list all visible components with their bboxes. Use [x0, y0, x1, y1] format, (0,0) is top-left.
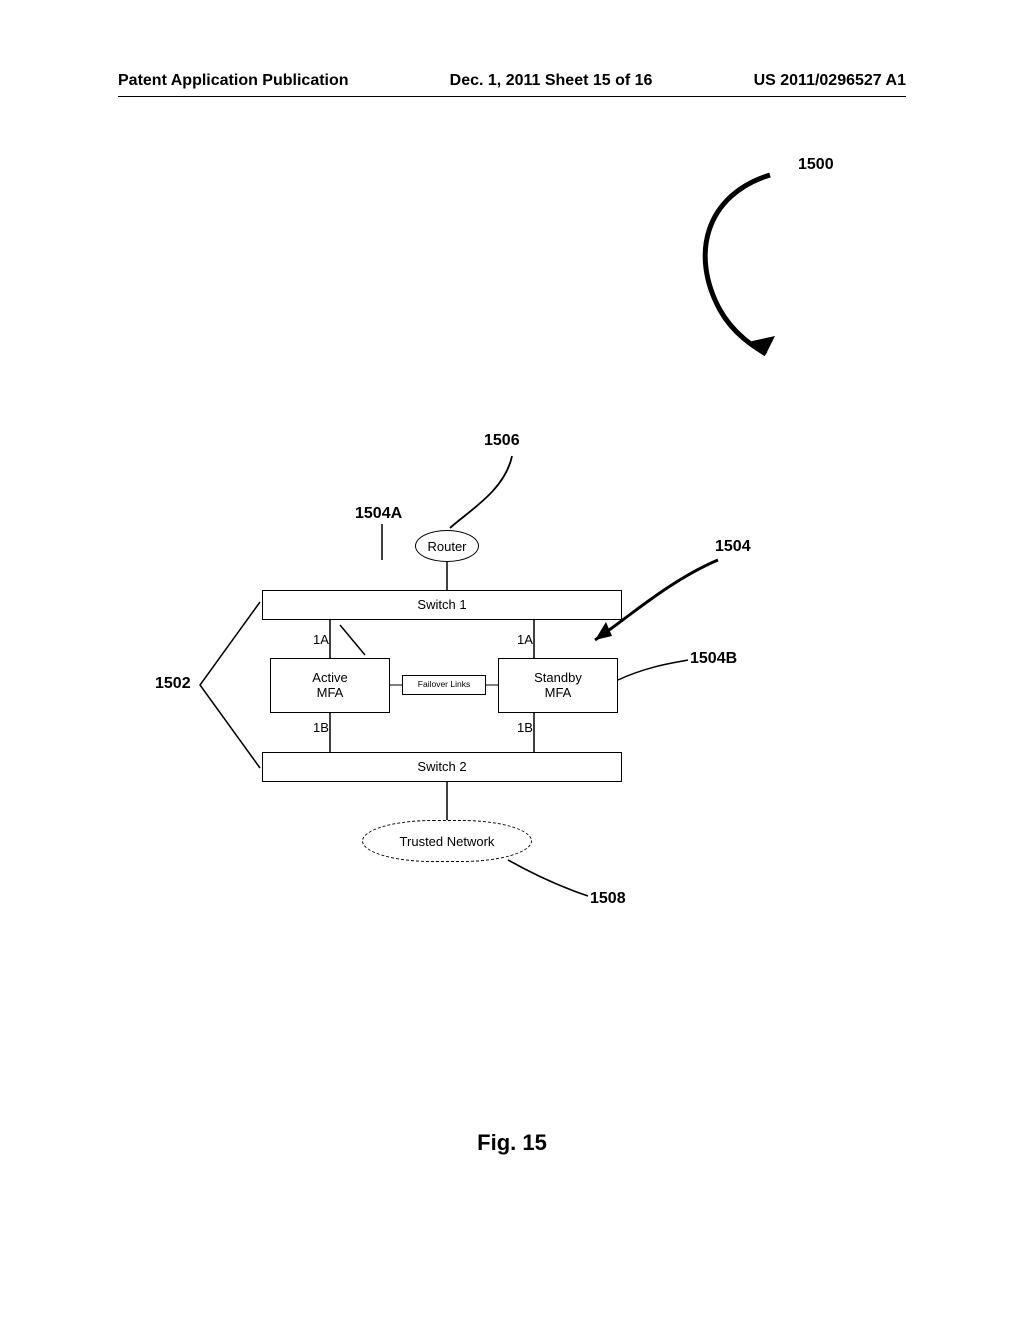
switch1-label: Switch 1: [417, 598, 466, 613]
trusted-network-label: Trusted Network: [400, 834, 495, 849]
port-top-right: 1A: [517, 632, 533, 647]
failover-links-label: Failover Links: [418, 680, 470, 690]
ref-1502: 1502: [155, 675, 191, 693]
ref-1508: 1508: [590, 890, 626, 908]
port-bottom-right: 1B: [517, 720, 533, 735]
standby-mfa-box: Standby MFA: [498, 658, 618, 713]
switch1-box: Switch 1: [262, 590, 622, 620]
trusted-network-cloud: Trusted Network: [362, 820, 532, 862]
active-mfa-label: Active MFA: [312, 671, 347, 701]
ref-1500: 1500: [798, 156, 834, 174]
switch2-label: Switch 2: [417, 760, 466, 775]
port-top-left: 1A: [313, 632, 329, 647]
active-mfa-box: Active MFA: [270, 658, 390, 713]
switch2-box: Switch 2: [262, 752, 622, 782]
ref-1504b: 1504B: [690, 650, 737, 668]
port-bottom-left: 1B: [313, 720, 329, 735]
failover-links-box: Failover Links: [402, 675, 486, 695]
ref-1504: 1504: [715, 538, 751, 556]
router-node: Router: [415, 530, 479, 562]
ref-1506: 1506: [484, 432, 520, 450]
router-label: Router: [427, 539, 466, 554]
figure-caption: Fig. 15: [477, 1130, 547, 1156]
ref-1504a: 1504A: [355, 505, 402, 523]
standby-mfa-label: Standby MFA: [534, 671, 582, 701]
diagram-stage: 1500 1506 1504A Router 1504 Switch 1 150…: [0, 0, 1024, 1320]
